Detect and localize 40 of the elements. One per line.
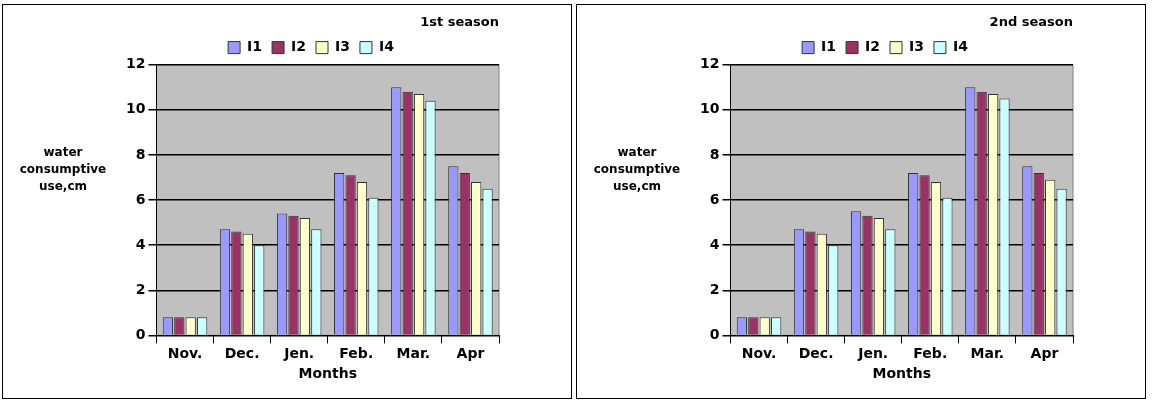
y-tick-label: 6 [709,190,720,207]
x-tick-label: Feb. [913,345,948,362]
legend-label: I3 [335,38,350,55]
legend-label: I2 [291,38,306,55]
y-tick-label: 2 [709,280,720,297]
y-tick-label: 2 [135,280,146,297]
y-tick-label: 6 [135,190,146,207]
x-tick-label: Jen. [857,345,889,362]
chart-title: 2nd season [989,14,1073,30]
x-tick-label: Apr [1030,345,1059,362]
y-tick-label: 8 [709,145,720,162]
x-tick-label: Feb. [339,345,374,362]
y-tick-label: 12 [126,55,146,72]
legend-label: I4 [378,38,395,55]
y-tick-label: 4 [709,235,720,252]
legend-label: I4 [952,38,969,55]
y-tick-label: 12 [700,55,720,72]
x-tick-label: Dec. [798,345,834,362]
legend-label: I1 [821,38,837,55]
y-tick-label: 10 [700,100,720,117]
y-tick-label: 4 [135,235,146,252]
legend-label: I2 [865,38,880,55]
chart-title: 1st season [420,14,499,30]
legend-label: I3 [909,38,924,55]
legend-label: I1 [247,38,263,55]
x-tick-label: Nov. [167,345,203,362]
x-tick-label: Apr [456,345,485,362]
y-axis-title: water consumptive use,cm [19,145,107,194]
x-axis-title: Months [872,365,931,382]
x-tick-label: Jen. [283,345,315,362]
y-tick-label: 8 [135,145,146,162]
x-tick-label: Mar. [396,345,431,362]
x-tick-label: Nov. [741,345,777,362]
x-axis-title: Months [298,365,357,382]
y-tick-label: 0 [709,326,720,343]
x-tick-label: Dec. [224,345,260,362]
x-tick-label: Mar. [970,345,1005,362]
y-axis-title: water consumptive use,cm [593,145,681,194]
y-tick-label: 10 [126,100,146,117]
y-tick-label: 0 [135,326,146,343]
